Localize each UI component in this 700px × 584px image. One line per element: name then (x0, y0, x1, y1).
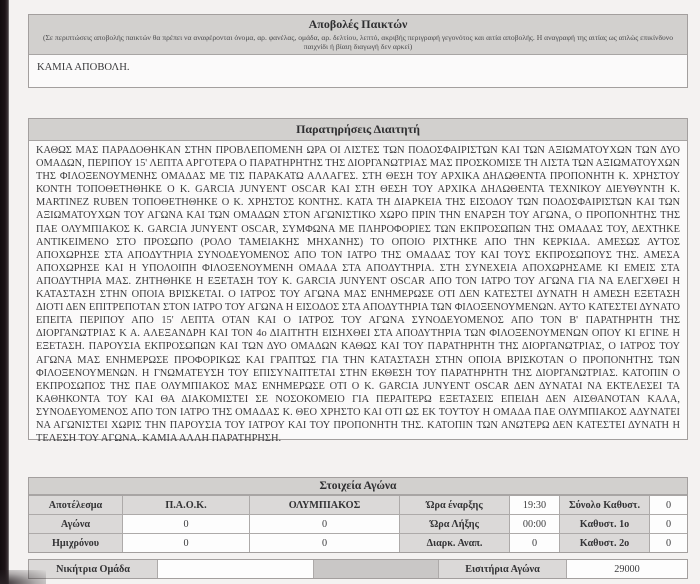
match-score-home: 0 (123, 515, 249, 533)
photo-corner-smudge (0, 570, 46, 584)
halftime-score-away: 0 (250, 534, 399, 552)
end-time-value: 00:00 (510, 515, 559, 533)
winner-team-cell (158, 560, 313, 578)
ejections-value: ΚΑΜΙΑ ΑΠΟΒΟΛΗ. (37, 62, 130, 73)
winner-team-label: Νικήτρια Ομάδα (29, 560, 157, 578)
match-details-header: Στοιχεία Αγώνα (29, 478, 687, 495)
photo-left-edge (0, 0, 9, 584)
start-time-value: 19:30 (510, 496, 559, 514)
result-row-label: Αποτέλεσμα (29, 496, 122, 514)
ejections-section: Αποβολές Παικτών (Σε περιπτώσεις αποβολή… (28, 14, 688, 88)
winner-team-disabled-cell (314, 560, 438, 578)
start-time-label: Ώρα έναρξης (400, 496, 509, 514)
away-team-name: ΟΛΥΜΠΙΑΚΟΣ (250, 496, 399, 514)
first-half-delay-label: Καθυστ. 1ο (560, 515, 649, 533)
winner-team-input[interactable] (158, 560, 313, 578)
end-time-label: Ώρα Λήξης (400, 515, 509, 533)
total-delay-value: 0 (650, 496, 687, 514)
tickets-label: Εισιτήρια Αγώνα (439, 560, 566, 578)
total-delay-label: Σύνολο Καθυστ. (560, 496, 649, 514)
halftime-score-home: 0 (123, 534, 249, 552)
report-page-background: Αποβολές Παικτών (Σε περιπτώσεις αποβολή… (9, 0, 700, 584)
break-duration-value: 0 (510, 534, 559, 552)
second-half-delay-label: Καθυστ. 2ο (560, 534, 649, 552)
remarks-section: Παρατηρήσεις Διαιτητή ΚΑΘΩΣ ΜΑΣ ΠΑΡΑΔΟΘΗ… (28, 118, 688, 444)
match-details-table: Αποτέλεσμα Π.Α.Ο.Κ. ΟΛΥΜΠΙΑΚΟΣ Ώρα έναρξ… (29, 495, 687, 552)
match-score-away: 0 (250, 515, 399, 533)
match-details-title: Στοιχεία Αγώνα (319, 480, 397, 492)
remarks-header: Παρατηρήσεις Διαιτητή (29, 119, 687, 141)
ejections-title: Αποβολές Παικτών (308, 17, 408, 31)
remarks-title: Παρατηρήσεις Διαιτητή (296, 122, 420, 136)
winner-tickets-row: Νικήτρια Ομάδα Εισιτήρια Αγώνα 29000 (28, 559, 688, 579)
first-half-delay-value: 0 (650, 515, 687, 533)
match-details-section: Στοιχεία Αγώνα Αποτέλεσμα Π.Α.Ο.Κ. ΟΛΥΜΠ… (28, 477, 688, 557)
home-team-name: Π.Α.Ο.Κ. (123, 496, 249, 514)
halftime-score-label: Ημιχρόνου (29, 534, 122, 552)
ejections-header: Αποβολές Παικτών (Σε περιπτώσεις αποβολή… (29, 15, 687, 55)
second-half-delay-value: 0 (650, 534, 687, 552)
remarks-body-text: ΚΑΘΩΣ ΜΑΣ ΠΑΡΑΔΟΘΗΚΑΝ ΣΤΗΝ ΠΡΟΒΛΕΠΟΜΕΝΗ … (36, 145, 680, 445)
ejections-note: (Σε περιπτώσεις αποβολής παικτών θα πρέπ… (42, 33, 674, 51)
break-duration-label: Διαρκ. Αναπ. (400, 534, 509, 552)
match-score-label: Αγώνα (29, 515, 122, 533)
tickets-value[interactable]: 29000 (567, 560, 687, 578)
